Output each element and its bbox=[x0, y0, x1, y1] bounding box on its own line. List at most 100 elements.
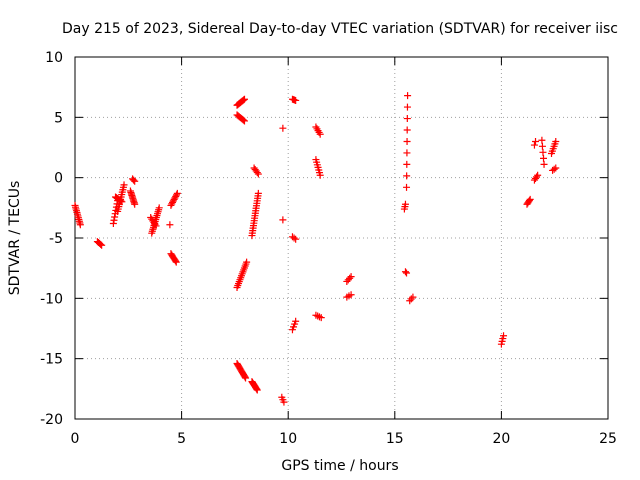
data-point bbox=[403, 160, 411, 168]
data-point bbox=[131, 177, 139, 185]
data-point bbox=[403, 137, 411, 145]
data-point bbox=[292, 235, 300, 243]
y-tick-label: 0 bbox=[54, 171, 63, 187]
data-point bbox=[403, 183, 411, 191]
data-point bbox=[532, 137, 540, 145]
data-point bbox=[347, 273, 355, 281]
data-point bbox=[173, 189, 181, 197]
grid-lines bbox=[75, 57, 608, 419]
data-point bbox=[151, 220, 159, 228]
data-point bbox=[98, 241, 106, 249]
y-tick-label: -10 bbox=[40, 291, 63, 307]
data-point bbox=[110, 216, 118, 224]
data-point bbox=[526, 195, 534, 203]
data-point bbox=[243, 258, 251, 266]
y-axis-label: SDTVAR / TECUs bbox=[7, 181, 23, 296]
data-point bbox=[404, 92, 412, 100]
data-point bbox=[316, 130, 324, 138]
y-tick-labels: -20 -15 -10 -5 0 5 10 bbox=[40, 50, 63, 428]
y-tick-label: 5 bbox=[54, 110, 63, 126]
data-point bbox=[292, 96, 300, 104]
data-point bbox=[403, 149, 411, 157]
data-point bbox=[173, 191, 181, 199]
data-points bbox=[71, 92, 560, 406]
x-tick-label: 0 bbox=[71, 431, 80, 447]
x-tick-label: 10 bbox=[279, 431, 297, 447]
x-tick-label: 5 bbox=[177, 431, 186, 447]
data-point bbox=[172, 258, 180, 266]
data-point bbox=[167, 201, 175, 209]
data-point bbox=[317, 314, 325, 322]
chart-title: Day 215 of 2023, Sidereal Day-to-day VTE… bbox=[62, 21, 618, 37]
data-point bbox=[552, 137, 560, 145]
data-point bbox=[155, 204, 163, 212]
data-point bbox=[552, 164, 560, 172]
data-point bbox=[403, 103, 411, 111]
data-point bbox=[240, 96, 248, 104]
data-point bbox=[409, 293, 417, 301]
data-point bbox=[254, 189, 262, 197]
data-point bbox=[97, 240, 105, 248]
y-tick-label: -20 bbox=[40, 412, 63, 428]
data-point bbox=[346, 274, 354, 282]
data-point bbox=[166, 221, 174, 229]
data-point bbox=[172, 192, 180, 200]
data-point bbox=[241, 373, 249, 381]
x-tick-label: 25 bbox=[599, 431, 617, 447]
data-point bbox=[131, 200, 139, 208]
data-point bbox=[76, 221, 84, 229]
data-point bbox=[290, 234, 298, 242]
data-point bbox=[540, 154, 548, 162]
data-point bbox=[525, 197, 533, 205]
data-point bbox=[130, 176, 138, 184]
axis-ticks bbox=[74, 56, 609, 420]
y-tick-label: -5 bbox=[49, 231, 63, 247]
data-point bbox=[315, 313, 323, 321]
data-point bbox=[168, 200, 176, 208]
x-tick-label: 20 bbox=[492, 431, 510, 447]
data-point bbox=[538, 136, 546, 144]
data-point bbox=[550, 165, 558, 173]
data-point bbox=[169, 197, 177, 205]
data-point bbox=[314, 312, 322, 320]
data-point bbox=[534, 171, 542, 179]
data-point bbox=[347, 291, 355, 299]
data-point bbox=[403, 115, 411, 123]
data-point bbox=[239, 116, 247, 124]
x-axis-label: GPS time / hours bbox=[281, 458, 398, 474]
data-point bbox=[403, 126, 411, 134]
data-point bbox=[401, 200, 409, 208]
data-point bbox=[117, 197, 125, 205]
data-point bbox=[292, 317, 300, 325]
data-point bbox=[538, 142, 546, 150]
data-point bbox=[240, 95, 248, 103]
x-tick-labels: 0 5 10 15 20 25 bbox=[71, 431, 617, 447]
data-point bbox=[280, 398, 288, 406]
data-point bbox=[540, 160, 548, 168]
x-tick-label: 15 bbox=[386, 431, 404, 447]
data-point bbox=[118, 198, 126, 206]
data-point bbox=[170, 195, 178, 203]
data-point bbox=[239, 97, 247, 105]
data-point bbox=[401, 268, 409, 276]
data-point bbox=[533, 173, 541, 181]
data-point bbox=[240, 117, 248, 125]
data-point bbox=[253, 169, 261, 177]
data-point bbox=[539, 148, 547, 156]
y-tick-label: 10 bbox=[45, 50, 63, 66]
data-point bbox=[403, 172, 411, 180]
data-point bbox=[253, 386, 261, 394]
data-point bbox=[254, 170, 262, 178]
plot-frame bbox=[74, 56, 609, 420]
data-point bbox=[171, 194, 179, 202]
data-point bbox=[530, 141, 538, 149]
data-point bbox=[152, 222, 160, 230]
data-point bbox=[316, 171, 324, 179]
data-point bbox=[403, 269, 411, 277]
data-point bbox=[279, 216, 287, 224]
y-tick-label: -15 bbox=[40, 352, 63, 368]
data-point bbox=[242, 374, 250, 382]
data-point bbox=[279, 124, 287, 132]
data-point bbox=[120, 181, 128, 189]
